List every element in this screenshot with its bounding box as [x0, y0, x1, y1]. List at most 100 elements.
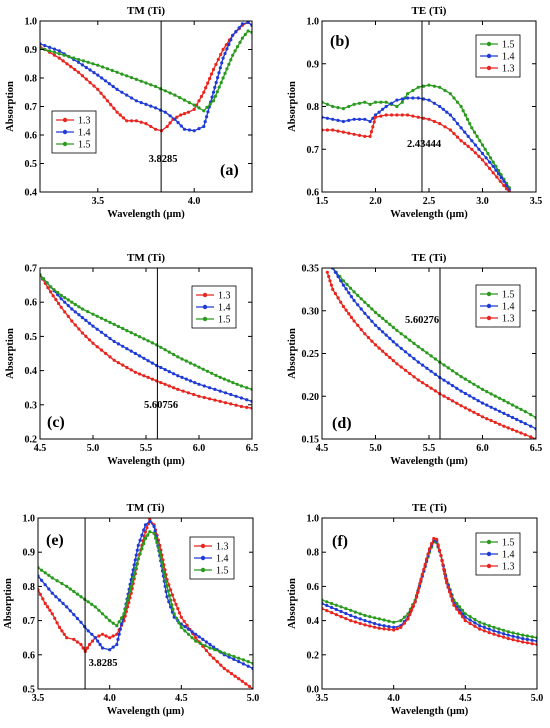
reference-label-a: 3.8285 — [149, 154, 178, 165]
x-tick-label: 3.0 — [476, 196, 489, 207]
data-point — [497, 169, 501, 173]
data-point — [194, 639, 198, 643]
data-point — [223, 391, 228, 395]
data-point — [154, 127, 158, 131]
data-point — [176, 387, 180, 391]
data-point — [129, 119, 134, 123]
data-point — [112, 339, 116, 344]
data-point — [43, 571, 47, 575]
data-point — [154, 84, 158, 89]
data-point — [487, 624, 491, 628]
data-point — [234, 403, 238, 407]
y-tick-label: 0.7 — [25, 264, 38, 275]
data-point — [370, 339, 374, 343]
data-point — [182, 127, 187, 131]
data-point — [199, 94, 203, 99]
data-point — [193, 363, 197, 367]
legend-b: 1.51.41.3 — [475, 34, 521, 78]
data-point — [347, 118, 351, 122]
data-point — [241, 658, 245, 662]
data-point — [197, 127, 201, 131]
data-point — [521, 637, 525, 641]
data-point — [363, 613, 367, 618]
data-point — [476, 412, 480, 417]
y-tick-label: 0.9 — [25, 45, 38, 56]
data-point — [57, 625, 62, 630]
data-point — [399, 365, 403, 369]
data-point — [408, 613, 412, 617]
data-point — [112, 106, 116, 110]
data-point — [216, 76, 220, 80]
data-point — [76, 60, 81, 64]
data-point — [165, 595, 169, 599]
data-point — [222, 651, 226, 655]
data-point — [485, 417, 489, 421]
data-point — [233, 49, 237, 53]
legend-d: 1.51.41.3 — [475, 284, 521, 328]
data-point — [72, 613, 76, 617]
data-point — [108, 648, 112, 652]
data-point — [181, 389, 185, 393]
data-point — [59, 297, 63, 301]
data-point — [426, 552, 430, 556]
y-tick-label: 1.0 — [307, 514, 320, 525]
data-point — [84, 334, 88, 338]
data-point — [47, 573, 51, 577]
data-point — [197, 394, 201, 398]
data-point — [359, 328, 363, 332]
data-point — [213, 85, 217, 89]
data-point — [215, 90, 219, 94]
data-point — [63, 296, 67, 300]
data-point — [125, 347, 129, 351]
data-point — [231, 381, 235, 385]
data-point — [104, 333, 108, 337]
data-point — [186, 391, 190, 395]
panel-label-f: (f) — [332, 533, 348, 550]
data-point — [124, 603, 128, 607]
data-point — [369, 130, 374, 134]
legend-swatch-marker — [486, 291, 492, 297]
data-point — [463, 619, 467, 623]
data-point — [476, 399, 480, 403]
data-point — [68, 609, 72, 613]
data-point — [144, 81, 148, 85]
data-point — [133, 333, 137, 337]
data-point — [463, 391, 467, 396]
data-point — [217, 71, 221, 75]
data-point — [172, 612, 176, 616]
data-point — [104, 634, 108, 638]
legend-entry: 1.5 — [218, 315, 231, 326]
legend-swatch-marker — [486, 551, 492, 557]
data-point — [420, 572, 424, 577]
data-point — [171, 607, 175, 611]
data-point — [184, 377, 188, 381]
data-point — [206, 110, 210, 114]
legend-entry: 1.5 — [502, 40, 515, 51]
data-point — [149, 124, 153, 129]
data-point — [478, 627, 482, 631]
data-point — [511, 638, 515, 642]
data-point — [328, 279, 332, 283]
data-point — [46, 286, 50, 290]
data-point — [176, 607, 180, 611]
data-point — [437, 548, 442, 552]
data-point — [163, 348, 167, 352]
y-tick-label: 0.7 — [307, 145, 320, 156]
data-point — [353, 615, 357, 619]
data-point — [80, 63, 84, 67]
data-point — [341, 283, 345, 287]
data-point — [506, 413, 510, 417]
series-c-1.5 — [40, 273, 252, 391]
y-axis-label-b: Absorption — [287, 81, 298, 132]
data-point — [368, 624, 372, 628]
data-point — [368, 102, 372, 106]
data-point — [377, 623, 381, 627]
data-point — [473, 624, 477, 628]
data-point — [484, 162, 488, 166]
data-point — [325, 609, 329, 613]
data-point — [169, 598, 173, 602]
data-point — [519, 420, 523, 424]
data-point — [463, 130, 467, 134]
data-point — [218, 399, 222, 403]
data-point — [73, 67, 77, 72]
